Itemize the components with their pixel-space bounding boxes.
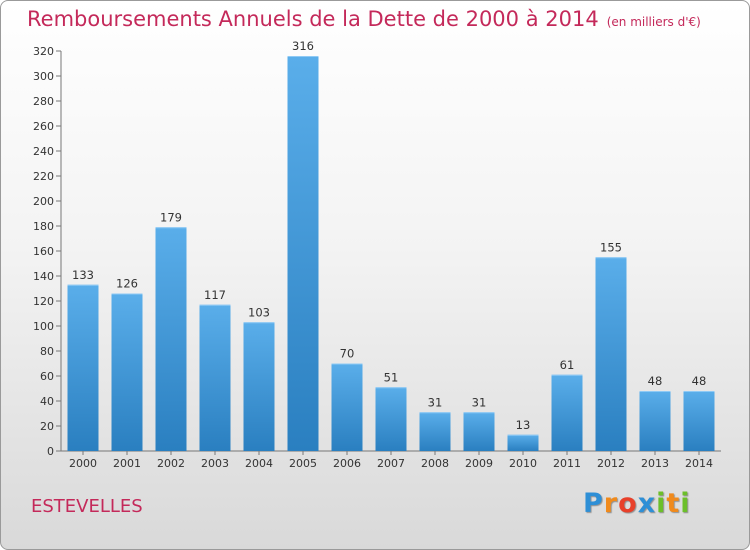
data-label-2011: 61 — [560, 358, 575, 372]
x-tick-label: 2005 — [289, 457, 317, 470]
data-label-2008: 31 — [428, 395, 443, 409]
commune-name: ESTEVELLES — [31, 496, 143, 517]
data-label-2007: 51 — [384, 370, 399, 384]
bar-2005 — [287, 56, 319, 451]
x-tick-label: 2001 — [113, 457, 141, 470]
x-tick-label: 2000 — [69, 457, 97, 470]
x-tick-label: 2004 — [245, 457, 273, 470]
bar-2011 — [551, 374, 583, 451]
bar-2001 — [111, 293, 143, 451]
x-tick-label: 2011 — [553, 457, 581, 470]
bar-2000 — [67, 284, 99, 451]
chart-unit-label: (en milliers d'€) — [606, 15, 701, 29]
data-label-2012: 155 — [600, 240, 622, 254]
y-tick-label: 220 — [33, 170, 54, 183]
y-tick-label: 120 — [33, 295, 54, 308]
bar-2009 — [463, 412, 495, 451]
data-label-2003: 117 — [204, 288, 226, 302]
x-tick-label: 2014 — [685, 457, 713, 470]
y-tick-label: 300 — [33, 70, 54, 83]
chart-title-row: Remboursements Annuels de la Dette de 20… — [27, 7, 701, 31]
bar-2013 — [639, 391, 671, 451]
logo-letter: t — [666, 488, 681, 519]
y-tick-label: 80 — [40, 345, 54, 358]
y-tick-label: 60 — [40, 370, 54, 383]
bar-2003 — [199, 304, 231, 451]
bar-2012 — [595, 257, 627, 451]
data-label-2005: 316 — [292, 39, 314, 53]
logo-letter: o — [618, 488, 638, 519]
x-tick-label: 2009 — [465, 457, 493, 470]
data-label-2001: 126 — [116, 277, 138, 291]
bar-2004 — [243, 322, 275, 451]
y-tick-label: 240 — [33, 145, 54, 158]
x-tick-label: 2003 — [201, 457, 229, 470]
y-tick-label: 0 — [47, 445, 54, 458]
y-tick-label: 320 — [33, 45, 54, 58]
data-label-2004: 103 — [248, 305, 270, 319]
y-tick-label: 180 — [33, 220, 54, 233]
x-tick-label: 2006 — [333, 457, 361, 470]
logo-letter: r — [603, 488, 619, 519]
x-tick-label: 2010 — [509, 457, 537, 470]
y-tick-label: 40 — [40, 395, 54, 408]
data-label-2009: 31 — [472, 395, 487, 409]
proxiti-logo: Proxiti — [583, 488, 691, 519]
y-tick-label: 160 — [33, 245, 54, 258]
logo-letter: P — [583, 488, 604, 519]
y-tick-label: 100 — [33, 320, 54, 333]
y-tick-label: 280 — [33, 95, 54, 108]
bar-2002 — [155, 227, 187, 451]
y-tick-label: 20 — [40, 420, 54, 433]
data-label-2000: 133 — [72, 268, 94, 282]
data-label-2013: 48 — [648, 374, 663, 388]
bar-2014 — [683, 391, 715, 451]
y-tick-label: 260 — [33, 120, 54, 133]
logo-letter: x — [637, 488, 657, 519]
data-label-2010: 13 — [516, 418, 531, 432]
data-label-2002: 179 — [160, 210, 182, 224]
bar-2007 — [375, 387, 407, 451]
bar-2006 — [331, 363, 363, 451]
data-label-2014: 48 — [692, 374, 707, 388]
y-tick-label: 200 — [33, 195, 54, 208]
y-tick-label: 140 — [33, 270, 54, 283]
x-tick-label: 2012 — [597, 457, 625, 470]
x-tick-label: 2007 — [377, 457, 405, 470]
chart-title: Remboursements Annuels de la Dette de 20… — [27, 7, 599, 31]
logo-letter: i — [656, 488, 667, 519]
data-label-2006: 70 — [340, 347, 355, 361]
x-tick-label: 2013 — [641, 457, 669, 470]
bar-2008 — [419, 412, 451, 451]
bar-2010 — [507, 434, 539, 451]
x-tick-label: 2002 — [157, 457, 185, 470]
x-tick-label: 2008 — [421, 457, 449, 470]
logo-letter: i — [680, 488, 691, 519]
